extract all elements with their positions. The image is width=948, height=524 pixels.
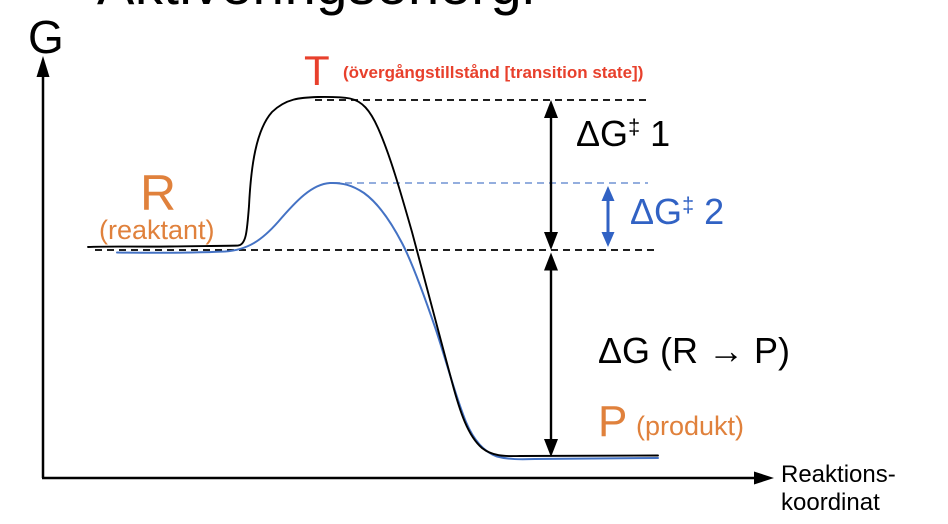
reactant-label: R bbox=[140, 165, 177, 221]
x-axis-arrowhead bbox=[754, 471, 774, 485]
delta-g2-label: ΔG‡ 2 bbox=[630, 194, 724, 230]
reactant-description: (reaktant) bbox=[99, 215, 215, 245]
delta-g1-base: ΔG bbox=[576, 113, 629, 154]
x-axis-label: Reaktions- koordinat bbox=[781, 461, 941, 517]
delta-g1-doubledagger: ‡ bbox=[628, 114, 641, 140]
delta-g1-arrowhead-down bbox=[544, 232, 558, 250]
y-axis-arrowhead bbox=[36, 56, 50, 77]
transition-state-label: T bbox=[304, 47, 330, 94]
uncatalyzed-curve bbox=[87, 95, 659, 458]
x-axis-label-line2: koordinat bbox=[781, 489, 880, 516]
product-label: P bbox=[598, 397, 628, 446]
transition-state-description: (övergångstillstånd [transition state]) bbox=[343, 63, 644, 82]
delta-g2-suffix: 2 bbox=[694, 191, 725, 232]
delta-g-rp-label: ΔG (R → P) bbox=[598, 330, 791, 371]
delta-g2-arrow bbox=[601, 186, 615, 247]
delta-g1-arrow bbox=[544, 100, 558, 250]
x-axis-label-line1: Reaktions- bbox=[781, 461, 896, 488]
slide-title: Aktiveringsenergi bbox=[97, 0, 535, 13]
delta-g1-label: ΔG‡ 1 bbox=[576, 116, 670, 152]
delta-g-rp-arrowhead-down bbox=[544, 439, 558, 457]
delta-g2-base: ΔG bbox=[630, 191, 683, 232]
delta-g2-doubledagger: ‡ bbox=[682, 192, 695, 218]
delta-g2-arrowhead-down bbox=[601, 232, 615, 247]
delta-g-rp-arrow bbox=[544, 252, 558, 457]
y-axis-label: G bbox=[28, 11, 64, 63]
delta-g1-arrowhead-up bbox=[544, 100, 558, 118]
delta-g-rp-arrowhead-up bbox=[544, 252, 558, 271]
product-description: (produkt) bbox=[636, 411, 745, 441]
delta-g2-arrowhead-up bbox=[601, 186, 615, 201]
delta-g1-suffix: 1 bbox=[640, 113, 671, 154]
